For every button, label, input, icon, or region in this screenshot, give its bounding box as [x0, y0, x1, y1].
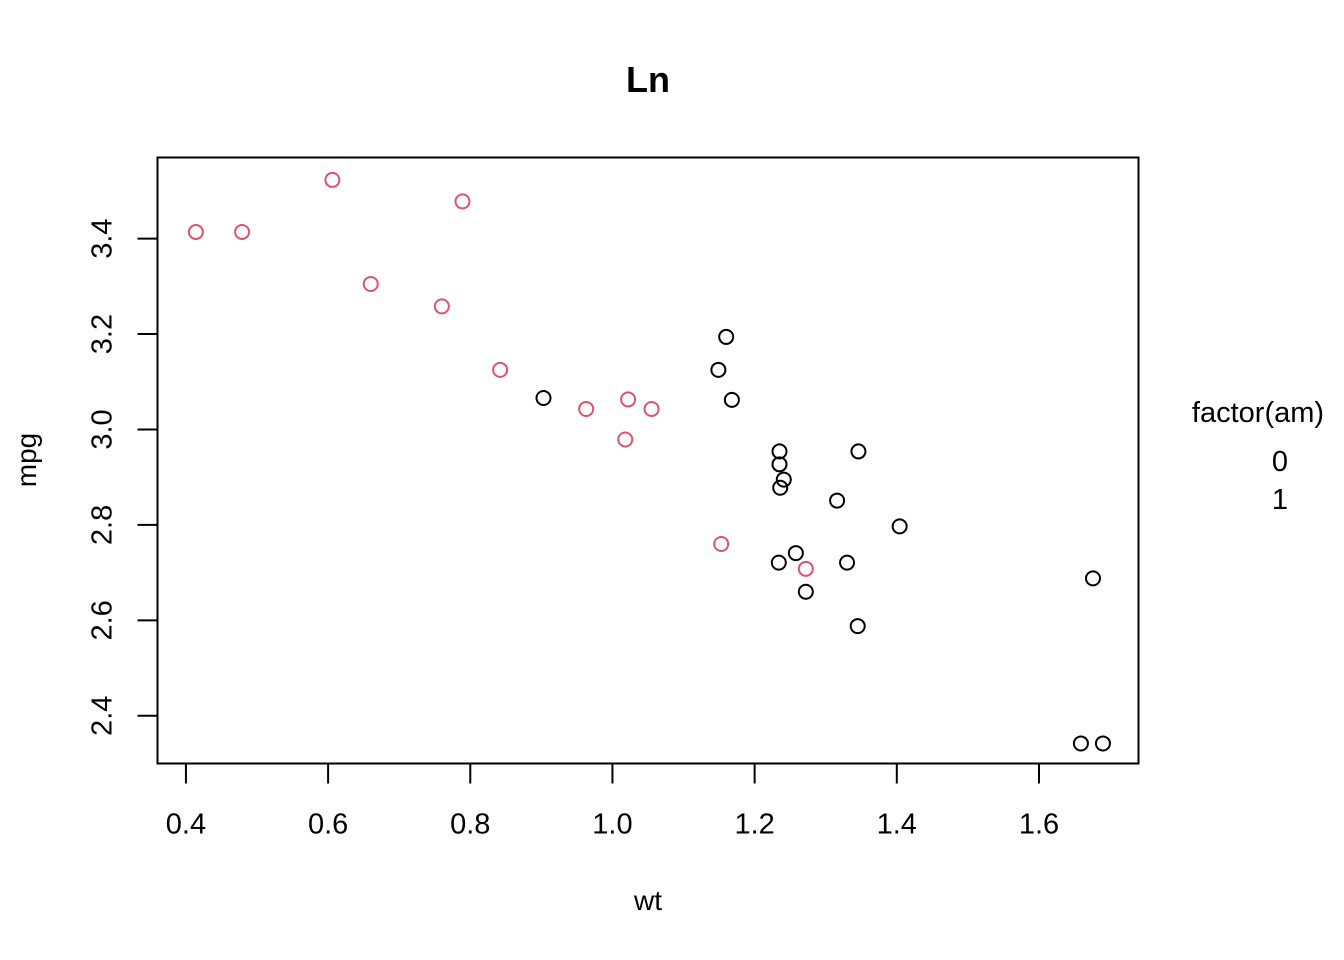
point-series-0 — [710, 361, 727, 378]
point-series-0 — [787, 545, 804, 562]
point-series-0 — [849, 618, 866, 635]
legend: factor(am) 0 1 — [1192, 397, 1324, 516]
point-series-1 — [492, 361, 509, 378]
x-tick-label: 1.4 — [877, 809, 917, 841]
y-axis: 2.4 2.6 2.8 3.0 3.2 3.4 — [87, 218, 159, 736]
y-tick-label: 3.2 — [87, 314, 119, 354]
point-series-0 — [770, 554, 787, 571]
point-series-1 — [578, 400, 595, 417]
point-series-0 — [771, 456, 788, 473]
x-tick-label: 1.6 — [1019, 809, 1059, 841]
point-series-1 — [617, 431, 634, 448]
point-series-1 — [234, 223, 251, 240]
x-axis-label: wt — [633, 885, 662, 916]
point-series-1 — [324, 171, 341, 188]
point-series-0 — [839, 554, 856, 571]
point-series-1 — [643, 400, 660, 417]
point-series-0 — [850, 443, 867, 460]
data-points — [187, 171, 1111, 752]
point-series-0 — [891, 518, 908, 535]
x-tick-label: 0.4 — [166, 809, 206, 841]
x-axis: 0.4 0.6 0.8 1.0 1.2 1.4 1.6 — [166, 762, 1059, 841]
x-tick-label: 1.0 — [592, 809, 632, 841]
x-tick-label: 1.2 — [734, 809, 774, 841]
point-series-1 — [713, 536, 730, 553]
y-tick-label: 2.6 — [87, 600, 119, 640]
y-tick-label: 3.0 — [87, 409, 119, 449]
x-tick-label: 0.6 — [308, 809, 348, 841]
point-series-0 — [718, 328, 735, 345]
chart-title: Ln — [626, 59, 670, 100]
point-series-0 — [797, 583, 814, 600]
point-series-0 — [829, 492, 846, 509]
y-tick-label: 2.4 — [87, 696, 119, 736]
point-series-1 — [187, 223, 204, 240]
point-series-1 — [797, 560, 814, 577]
y-tick-label: 3.4 — [87, 218, 119, 258]
legend-entry-1: 1 — [1272, 484, 1288, 516]
point-series-1 — [454, 193, 471, 210]
y-axis-label: mpg — [11, 433, 42, 487]
point-series-0 — [535, 389, 552, 406]
point-series-0 — [771, 443, 788, 460]
point-series-0 — [772, 479, 789, 496]
legend-title: factor(am) — [1192, 397, 1324, 429]
point-series-0 — [1094, 735, 1111, 752]
point-series-1 — [433, 298, 450, 315]
point-series-1 — [362, 275, 379, 292]
point-series-0 — [775, 471, 792, 488]
point-series-0 — [1085, 570, 1102, 587]
point-series-0 — [723, 391, 740, 408]
x-tick-label: 0.8 — [450, 809, 490, 841]
point-series-0 — [1072, 735, 1089, 752]
y-tick-label: 2.8 — [87, 505, 119, 545]
point-series-1 — [620, 391, 637, 408]
legend-entry-0: 0 — [1272, 446, 1288, 478]
